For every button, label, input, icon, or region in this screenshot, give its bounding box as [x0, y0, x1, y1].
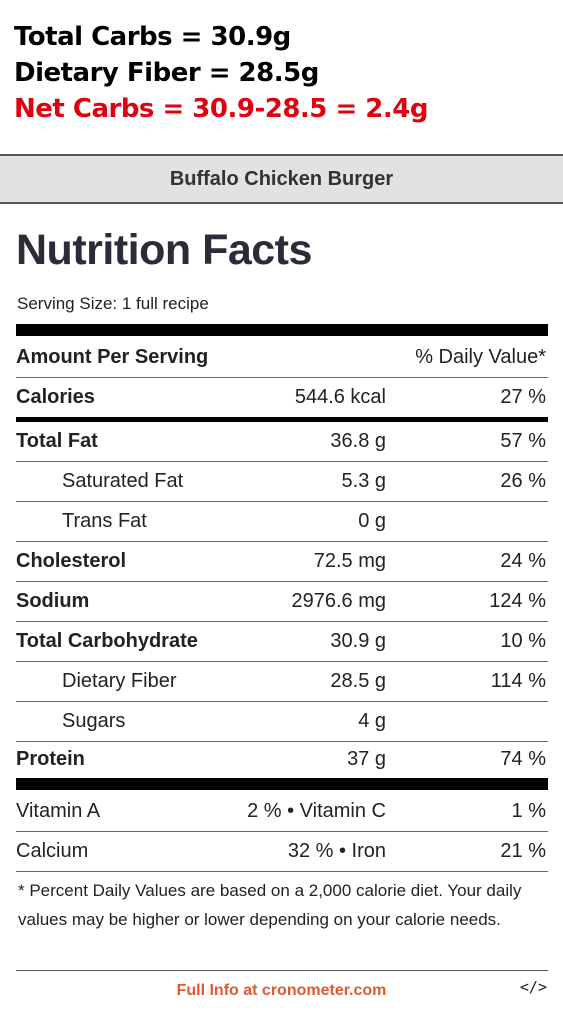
nutrient-row-saturated-fat: Saturated Fat 5.3 g 26 %	[16, 462, 548, 502]
amount-per-serving-label: Amount Per Serving	[16, 346, 209, 368]
nutrient-row-sodium: Sodium 2976.6 mg 124 %	[16, 582, 548, 622]
nutrient-name: Dietary Fiber	[62, 670, 177, 692]
nutrient-daily-value: 57 %	[500, 430, 546, 452]
nutrient-amount: 28.5 g	[330, 670, 386, 692]
nutrient-daily-value: 74 %	[500, 748, 546, 770]
vitamin-right: 21 %	[500, 840, 546, 862]
nutrient-amount: 30.9 g	[330, 630, 386, 652]
nutrition-facts-title: Nutrition Facts	[16, 226, 312, 274]
nutrient-daily-value: 124 %	[489, 590, 546, 612]
vitamin-row: Vitamin A 2 % • Vitamin C 1 %	[16, 792, 548, 832]
nutrient-row-total-carbohydrate: Total Carbohydrate 30.9 g 10 %	[16, 622, 548, 662]
serving-size: Serving Size: 1 full recipe	[17, 294, 209, 313]
nutrient-name: Trans Fat	[62, 510, 147, 532]
nutrient-row-total-fat: Total Fat 36.8 g 57 %	[16, 422, 548, 462]
nutrient-row-trans-fat: Trans Fat 0 g	[16, 502, 548, 542]
nutrient-amount: 4 g	[358, 710, 386, 732]
daily-value-footnote: * Percent Daily Values are based on a 2,…	[18, 881, 522, 929]
vitamin-mid: 32 % • Iron	[287, 840, 386, 862]
vitamin-right: 1 %	[511, 800, 546, 822]
nutrient-amount: 72.5 mg	[313, 550, 386, 572]
nutrient-name: Total Fat	[16, 430, 98, 452]
nutrient-daily-value: 114 %	[490, 670, 546, 692]
dietary-fiber-headline: Dietary Fiber = 28.5g	[14, 58, 319, 88]
nutrient-name: Sugars	[62, 710, 126, 732]
nutrient-amount: 2976.6 mg	[291, 590, 386, 612]
table-header-row: Amount Per Serving % Daily Value*	[16, 338, 548, 378]
nutrient-row-calories: Calories 544.6 kcal 27 %	[16, 378, 548, 422]
net-carbs-headline: Net Carbs = 30.9-28.5 = 2.4g	[14, 94, 428, 124]
nutrient-name: Protein	[16, 748, 85, 770]
nutrient-row-sugars: Sugars 4 g	[16, 702, 548, 742]
nutrient-name: Total Carbohydrate	[16, 630, 198, 652]
divider	[16, 970, 548, 971]
embed-code-icon[interactable]: </>	[519, 978, 547, 996]
nutrient-amount: 37 g	[347, 748, 386, 770]
nutrient-daily-value: 27 %	[500, 386, 546, 408]
total-carbs-headline: Total Carbs = 30.9g	[14, 22, 291, 52]
nutrient-amount: 544.6 kcal	[294, 386, 386, 408]
daily-value-header: % Daily Value*	[415, 346, 546, 368]
nutrient-name: Cholesterol	[16, 550, 127, 572]
nutrient-amount: 36.8 g	[330, 430, 386, 452]
thick-divider	[16, 778, 548, 790]
vitamin-left: Vitamin A	[16, 800, 101, 822]
vitamin-left: Calcium	[16, 840, 89, 862]
vitamin-row: Calcium 32 % • Iron 21 %	[16, 832, 548, 872]
nutrient-daily-value: 10 %	[500, 630, 546, 652]
recipe-name: Buffalo Chicken Burger	[0, 156, 563, 204]
nutrient-row-protein: Protein 37 g 74 %	[16, 740, 548, 780]
nutrient-amount: 5.3 g	[341, 470, 386, 492]
nutrient-name: Calories	[16, 386, 95, 408]
nutrient-row-dietary-fiber: Dietary Fiber 28.5 g 114 %	[16, 662, 548, 702]
thick-divider	[16, 324, 548, 336]
nutrient-name: Saturated Fat	[62, 470, 184, 492]
nutrient-daily-value: 26 %	[500, 470, 546, 492]
nutrient-row-cholesterol: Cholesterol 72.5 mg 24 %	[16, 542, 548, 582]
full-info-link[interactable]: Full Info at cronometer.com	[176, 982, 387, 999]
vitamin-mid: 2 % • Vitamin C	[247, 800, 386, 822]
nutrient-amount: 0 g	[358, 510, 386, 532]
nutrition-label: Buffalo Chicken Burger Nutrition Facts S…	[0, 154, 563, 1024]
nutrient-name: Sodium	[16, 590, 90, 612]
nutrient-daily-value: 24 %	[500, 550, 546, 572]
